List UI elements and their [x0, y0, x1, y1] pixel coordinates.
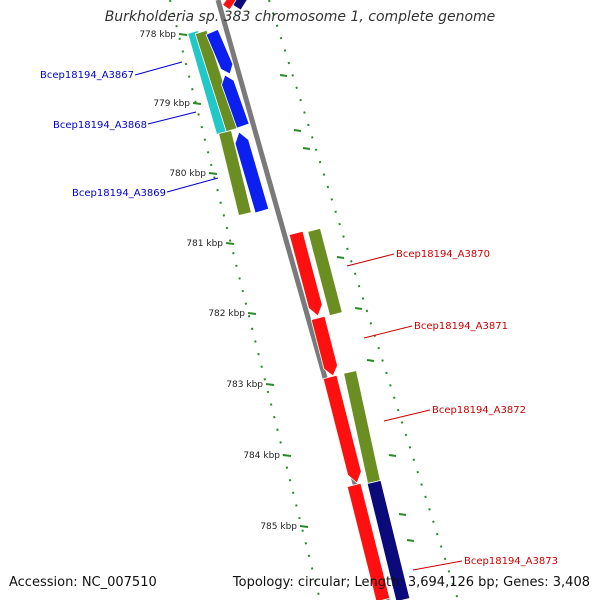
gene-feature-block	[366, 479, 411, 600]
minor-tick	[406, 539, 415, 542]
scale-tick-label: 778 kbp	[139, 30, 176, 40]
gene-label: Bcep18194_A3873	[464, 556, 558, 567]
scale-tick-label: 780 kbp	[169, 169, 206, 179]
scale-tick	[265, 383, 275, 386]
minor-tick	[366, 359, 375, 362]
scale-tick	[247, 312, 257, 315]
scale-tick-label: 779 kbp	[153, 99, 190, 109]
scale-tick-label: 783 kbp	[226, 380, 263, 390]
accession-label: Accession: NC_007510	[9, 575, 157, 590]
gene-label-leader	[346, 253, 395, 267]
gene-label: Bcep18194_A3872	[432, 405, 526, 416]
gene-feature-block	[307, 227, 343, 317]
scale-tick-label: 781 kbp	[186, 239, 223, 249]
minor-tick	[336, 256, 345, 259]
gene-label-leader	[363, 325, 413, 339]
gene-feature-block	[234, 131, 270, 214]
gene-label: Bcep18194_A3870	[396, 249, 490, 260]
scale-tick	[225, 242, 235, 245]
gene-label-leader	[383, 409, 431, 422]
scale-tick	[208, 172, 218, 175]
gene-feature-block	[221, 74, 250, 129]
gene-label: Bcep18194_A3868	[53, 120, 147, 131]
gene-feature-block	[322, 374, 362, 484]
gene-label-leader	[147, 111, 197, 125]
gene-feature-block	[232, 0, 248, 11]
scale-tick	[178, 33, 188, 36]
map-title: Burkholderia sp. 383 chromosome 1, compl…	[104, 9, 496, 25]
scale-tick	[282, 454, 292, 457]
gene-feature-block	[310, 315, 338, 377]
gene-label-leader	[134, 61, 183, 76]
gene-feature-block	[218, 129, 252, 217]
minor-tick	[398, 513, 407, 516]
scale-tick	[299, 525, 309, 528]
gene-feature-block	[205, 28, 234, 75]
genome-summary: Topology: circular; Length: 3,694,126 bp…	[232, 575, 590, 590]
scale-tick-label: 782 kbp	[208, 309, 245, 319]
outer-guide-line	[268, 0, 459, 600]
gene-label: Bcep18194_A3869	[72, 188, 166, 199]
gene-feature-block	[288, 230, 323, 317]
gene-label-leader	[412, 560, 463, 571]
scale-tick-label: 784 kbp	[243, 451, 280, 461]
minor-tick	[302, 147, 311, 150]
minor-tick	[293, 129, 302, 132]
minor-tick	[388, 454, 397, 457]
gene-feature-block	[346, 482, 391, 600]
minor-tick	[279, 74, 288, 77]
scale-tick	[192, 102, 202, 105]
gene-label-leader	[166, 177, 219, 193]
scale-tick-label: 785 kbp	[260, 522, 297, 532]
gene-label: Bcep18194_A3867	[40, 70, 134, 81]
minor-tick	[354, 307, 363, 310]
gene-label: Bcep18194_A3871	[414, 321, 508, 332]
